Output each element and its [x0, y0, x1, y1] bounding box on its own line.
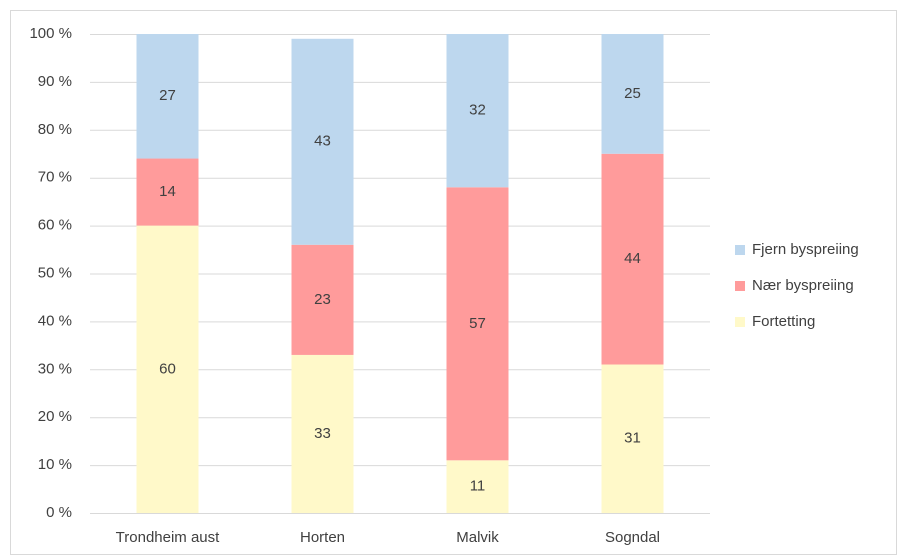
data-label: 25 — [624, 85, 641, 102]
legend-swatch — [735, 317, 745, 327]
legend-label: Nær byspreiing — [752, 277, 854, 294]
data-label: 14 — [159, 183, 176, 200]
legend-label: Fortetting — [752, 313, 815, 330]
bar-segment — [446, 460, 509, 513]
y-tick-label: 50 % — [38, 264, 72, 281]
bars — [136, 34, 664, 513]
bar-segment — [291, 244, 354, 355]
y-tick-label: 0 % — [46, 504, 72, 521]
data-label: 43 — [314, 133, 331, 150]
x-tick-label: Trondheim aust — [116, 529, 220, 546]
bar-segment — [136, 158, 199, 226]
y-tick-label: 40 % — [38, 312, 72, 329]
labels: 0 % 10 % 20 % 30 % 40 % 50 % 60 % 70 % 80 % 90 % 1… — [29, 25, 858, 546]
bar-segment — [601, 364, 664, 513]
data-label: 11 — [470, 478, 486, 495]
x-tick-label: Malvik — [456, 529, 499, 546]
y-tick-label: 10 % — [38, 456, 72, 473]
y-tick-label: 20 % — [38, 408, 72, 425]
x-tick-label: Horten — [300, 529, 345, 546]
y-tick-label: 70 % — [38, 169, 72, 186]
legend-swatch — [735, 245, 745, 255]
y-tick-label: 60 % — [38, 217, 72, 234]
y-tick-label: 30 % — [38, 360, 72, 377]
data-label: 31 — [624, 430, 641, 447]
data-label: 44 — [624, 250, 641, 267]
data-label: 60 — [159, 360, 176, 377]
y-tick-label: 100 % — [29, 25, 72, 42]
y-tick-label: 90 % — [38, 73, 72, 90]
bar-segment — [291, 38, 354, 245]
data-label: 23 — [314, 291, 331, 308]
legend-label: Fjern byspreiing — [752, 241, 859, 258]
x-tick-label: Sogndal — [605, 529, 660, 546]
legend-swatch — [735, 281, 745, 291]
bar-segment — [446, 187, 509, 461]
bar-segment — [136, 34, 199, 159]
bar-segment — [601, 153, 664, 365]
data-label: 33 — [314, 425, 331, 442]
data-label: 32 — [469, 102, 486, 119]
bar-segment — [136, 225, 199, 513]
bar-segment — [291, 354, 354, 513]
bar-segment — [446, 34, 509, 188]
bar-segment — [601, 34, 664, 154]
data-label: 57 — [469, 315, 486, 332]
data-label: 27 — [159, 87, 176, 104]
y-tick-label: 80 % — [38, 121, 72, 138]
